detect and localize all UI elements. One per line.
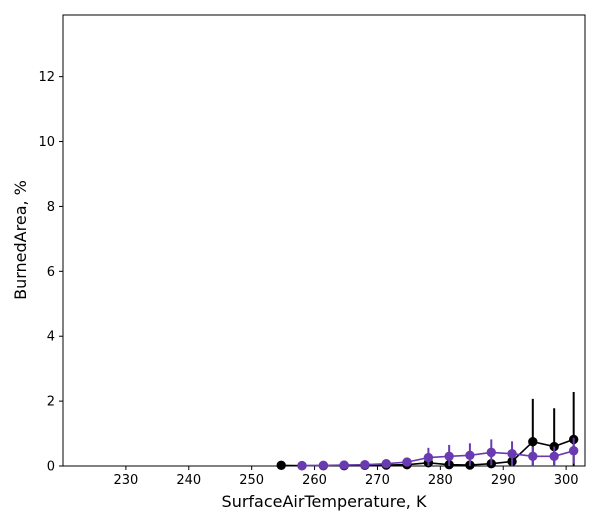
- x-tick-label: 260: [302, 473, 327, 488]
- x-tick-label: 270: [365, 473, 390, 488]
- data-point: [402, 457, 412, 467]
- data-point: [360, 460, 370, 470]
- x-axis-label: SurfaceAirTemperature, K: [222, 492, 427, 511]
- plot-frame: [62, 14, 586, 467]
- data-point: [276, 460, 286, 471]
- y-tick-label: 4: [47, 330, 55, 345]
- x-tick-label: 230: [113, 473, 138, 488]
- data-point: [444, 451, 454, 461]
- data-point: [318, 460, 329, 471]
- series-layer: [276, 392, 579, 471]
- y-tick-label: 2: [47, 395, 55, 410]
- x-tick-label: 280: [428, 473, 453, 488]
- plot-area: [62, 14, 586, 467]
- x-axis: 230 240 250 260 270 280 290 300: [113, 466, 579, 488]
- data-point: [339, 460, 349, 470]
- y-tick-label: 12: [38, 70, 55, 85]
- data-point: [568, 446, 579, 456]
- x-tick-label: 300: [554, 473, 579, 488]
- data-point: [528, 451, 538, 461]
- y-axis-label: BurnedArea, %: [11, 180, 30, 300]
- data-point: [465, 450, 475, 460]
- data-point: [549, 451, 559, 461]
- data-point: [507, 448, 517, 459]
- series-1: [297, 437, 579, 471]
- y-tick-label: 10: [38, 135, 55, 150]
- x-tick-label: 240: [176, 473, 201, 488]
- data-point: [381, 459, 391, 469]
- data-point: [528, 436, 538, 447]
- y-tick-label: 8: [47, 200, 55, 215]
- data-point: [297, 460, 307, 471]
- y-tick-label: 6: [47, 265, 55, 280]
- y-tick-label: 0: [47, 460, 55, 475]
- data-point: [486, 447, 496, 458]
- data-point: [423, 452, 434, 463]
- x-tick-label: 250: [239, 473, 264, 488]
- y-axis: 0 2 4 6 8 10 12: [38, 70, 63, 475]
- x-tick-label: 290: [491, 473, 516, 488]
